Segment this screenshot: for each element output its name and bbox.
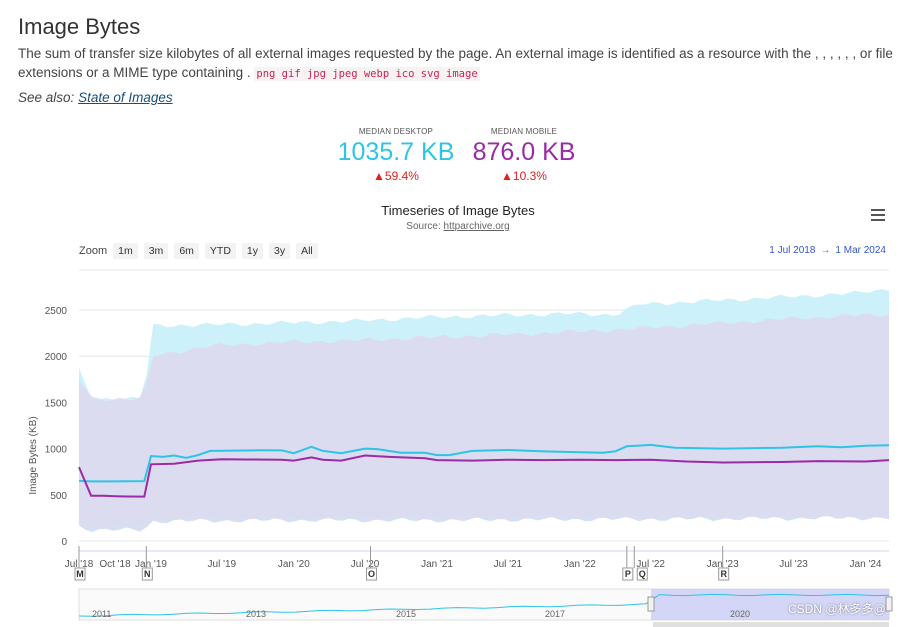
navigator-scrollbar (653, 622, 889, 627)
median-desktop: MEDIAN DESKTOP 1035.7 KB ▲59.4% (336, 127, 456, 183)
y-tick-label: 1000 (45, 445, 68, 456)
mime-types: png gif jpg jpeg webp ico svg image (254, 67, 480, 81)
navigator-year-label: 2013 (246, 609, 266, 619)
chart-source-label: Source: (406, 221, 441, 232)
chart-title: Timeseries of Image Bytes (381, 203, 535, 218)
y-tick-label: 0 (61, 537, 67, 548)
description-text: The sum of transfer size kilobytes of al… (18, 46, 893, 80)
chart-source-link[interactable]: httparchive.org (443, 221, 510, 232)
zoom-6m-button[interactable]: 6m (174, 243, 199, 259)
range-to[interactable]: 1 Mar 2024 (835, 245, 886, 256)
zoom-ytd-button[interactable]: YTD (204, 243, 236, 259)
zoom-toolbar: Zoom 1m 3m 6m YTD 1y 3y All (79, 243, 324, 259)
x-tick-label: Jul '23 (779, 559, 808, 570)
x-tick-label: Jul '20 (351, 559, 380, 570)
y-axis-title: Image Bytes (KB) (28, 416, 39, 494)
zoom-all-button[interactable]: All (296, 243, 318, 259)
flag-box (366, 567, 378, 581)
navigator-year-label: 2015 (396, 609, 416, 619)
page-title: Image Bytes (18, 14, 141, 39)
watermark: CSDN @林多多@ (788, 602, 886, 616)
flag-n: N (144, 569, 151, 579)
median-mobile: MEDIAN MOBILE 876.0 KB ▲10.3% (464, 127, 584, 183)
see-also: See also: State of Images (18, 90, 173, 105)
x-tick-label: Jan '20 (278, 559, 310, 570)
navigator-year-label: 2011 (92, 609, 111, 619)
flag-q: Q (639, 569, 646, 579)
y-tick-label: 1500 (45, 398, 68, 409)
flag-box (141, 567, 153, 581)
x-tick-label: Jul '22 (636, 559, 665, 570)
flag-box (74, 567, 86, 581)
navigator-year-label: 2017 (545, 609, 565, 619)
x-tick-label: Oct '18 (99, 559, 131, 570)
navigator-year-label: 2020 (730, 609, 750, 619)
y-tick-label: 500 (50, 491, 67, 502)
flag-box (622, 567, 634, 581)
overlap-band (79, 313, 889, 532)
median-desktop-value: 1035.7 KB (337, 138, 455, 166)
x-tick-label: Jan '19 (135, 559, 167, 570)
y-tick-label: 2000 (45, 352, 68, 363)
zoom-3m-button[interactable]: 3m (143, 243, 169, 259)
flag-o: O (368, 569, 375, 579)
median-mobile-label: MEDIAN MOBILE (490, 127, 558, 136)
flag-m: M (76, 569, 84, 579)
flag-box (636, 567, 648, 581)
x-tick-label: Jan '22 (564, 559, 596, 570)
state-of-images-link[interactable]: State of Images (78, 90, 173, 105)
chart-source: Source: httparchive.org (0, 221, 916, 232)
navigator-right-handle (885, 596, 893, 612)
range-arrow-icon: → (820, 245, 831, 256)
flag-r: R (720, 569, 727, 579)
x-tick-label: Jan '24 (850, 559, 882, 570)
median-desktop-label: MEDIAN DESKTOP (358, 127, 434, 136)
y-tick-label: 2500 (45, 306, 68, 317)
flag-p: P (625, 569, 631, 579)
x-tick-label: Jul '21 (494, 559, 523, 570)
flag-box (718, 567, 730, 581)
date-range: 1 Jul 2018 → 1 Mar 2024 (769, 245, 886, 256)
x-tick-label: Jul '19 (208, 559, 237, 570)
see-also-label: See also: (18, 90, 75, 105)
zoom-1m-button[interactable]: 1m (113, 243, 138, 259)
navigator-left-handle (647, 596, 655, 612)
hamburger-menu-icon[interactable] (871, 209, 885, 221)
median-desktop-change: ▲59.4% (373, 169, 419, 183)
zoom-1y-button[interactable]: 1y (241, 243, 263, 259)
navigator-series-line (78, 593, 890, 617)
median-mobile-value: 876.0 KB (472, 138, 576, 166)
metric-description: The sum of transfer size kilobytes of al… (18, 44, 898, 84)
range-from[interactable]: 1 Jul 2018 (769, 245, 816, 256)
x-tick-label: Jan '21 (421, 559, 453, 570)
median-mobile-change: ▲10.3% (501, 169, 547, 183)
zoom-label: Zoom (79, 245, 108, 257)
zoom-3y-button[interactable]: 3y (269, 243, 291, 259)
mobile-median-line (78, 454, 890, 498)
desktop-median-line (78, 443, 890, 483)
